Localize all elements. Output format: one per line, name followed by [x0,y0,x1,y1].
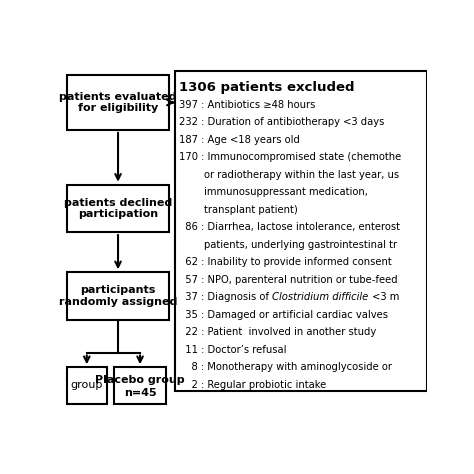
Text: 232 : Duration of antibiotherapy <3 days: 232 : Duration of antibiotherapy <3 days [179,117,385,127]
Text: 11 : Doctor’s refusal: 11 : Doctor’s refusal [179,345,287,355]
Text: 57 : NPO, parenteral nutrition or tube-feed: 57 : NPO, parenteral nutrition or tube-f… [179,275,398,285]
FancyBboxPatch shape [175,72,427,391]
Text: 2 : Regular probiotic intake: 2 : Regular probiotic intake [179,380,327,390]
Text: <3 m: <3 m [369,292,399,302]
FancyBboxPatch shape [66,367,107,404]
Text: 35 : Damaged or artificial cardiac valves: 35 : Damaged or artificial cardiac valve… [179,310,388,320]
Text: n=45: n=45 [124,388,156,398]
Text: patients declined
participation: patients declined participation [64,198,172,219]
Text: 187 : Age <18 years old: 187 : Age <18 years old [179,135,300,145]
Text: 62 : Inability to provide informed consent: 62 : Inability to provide informed conse… [179,257,392,267]
Text: Clostridium difficile: Clostridium difficile [273,292,369,302]
FancyBboxPatch shape [66,272,170,319]
FancyBboxPatch shape [66,185,170,232]
Text: 86 : Diarrhea, lactose intolerance, enterost: 86 : Diarrhea, lactose intolerance, ente… [179,222,401,232]
Text: patients, underlying gastrointestinal tr: patients, underlying gastrointestinal tr [179,240,398,250]
Text: or radiotherapy within the last year, us: or radiotherapy within the last year, us [179,170,400,180]
Text: participants
randomly assigned: participants randomly assigned [59,285,177,307]
Text: 1306 patients excluded: 1306 patients excluded [179,81,355,93]
Text: 22 : Patient  involved in another study: 22 : Patient involved in another study [179,328,377,337]
FancyBboxPatch shape [66,75,170,130]
Text: 397 : Antibiotics ≥48 hours: 397 : Antibiotics ≥48 hours [179,100,316,109]
Text: 8 : Monotherapy with aminoglycoside or: 8 : Monotherapy with aminoglycoside or [179,362,392,373]
Text: patients evaluated
for eligibility: patients evaluated for eligibility [59,91,177,113]
Text: immunosuppressant medication,: immunosuppressant medication, [179,187,368,197]
Text: transplant patient): transplant patient) [179,205,298,215]
Text: Placebo group: Placebo group [95,375,185,385]
Text: 37 : Diagnosis of: 37 : Diagnosis of [179,292,273,302]
FancyBboxPatch shape [114,367,166,404]
Text: 170 : Immunocompromised state (chemothe: 170 : Immunocompromised state (chemothe [179,152,401,162]
Text: group: group [71,380,103,391]
